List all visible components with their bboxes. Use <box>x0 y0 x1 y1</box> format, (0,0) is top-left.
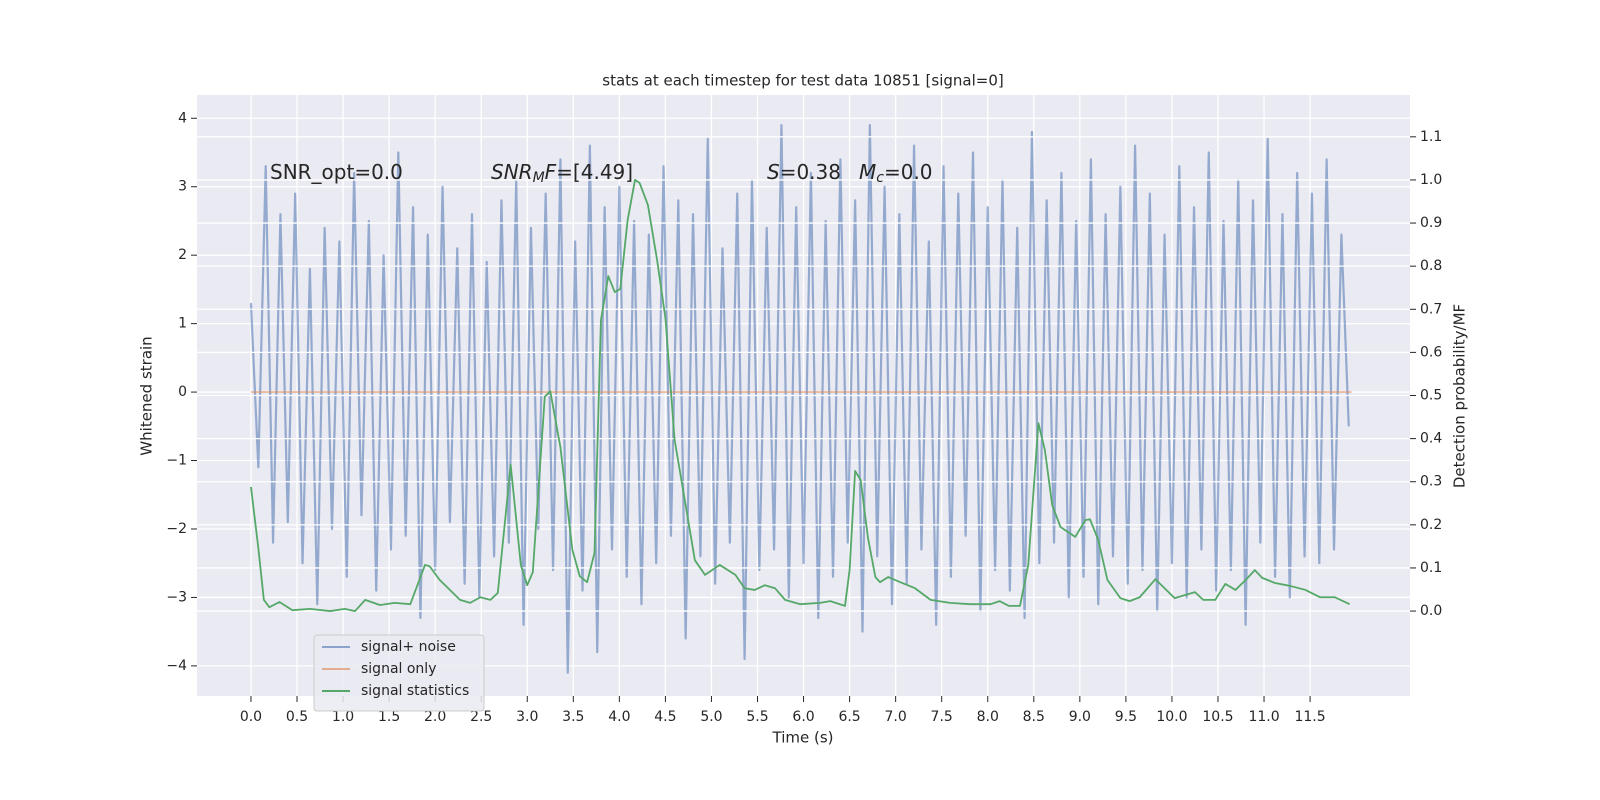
x-tick-label: 11.5 <box>1294 709 1325 725</box>
y-tick-label: 3 <box>178 179 187 195</box>
x-tick-label: 11.0 <box>1248 709 1279 725</box>
x-tick-label: 2.0 <box>424 709 446 725</box>
x-tick-label: 4.0 <box>608 709 630 725</box>
x-tick-label: 4.5 <box>654 709 676 725</box>
x-tick-label: 10.5 <box>1202 709 1233 725</box>
x-tick-label: 0.0 <box>240 709 262 725</box>
x-tick-label: 0.5 <box>286 709 308 725</box>
annotation-part: =0.38 <box>780 160 841 184</box>
legend-label: signal statistics <box>361 683 469 699</box>
y2-tick-label: 0.8 <box>1420 258 1442 274</box>
y-tick-label: −4 <box>166 658 187 674</box>
x-tick-label: 6.0 <box>792 709 814 725</box>
y2-tick-label: 0.7 <box>1420 301 1442 317</box>
x-tick-label: 5.5 <box>746 709 768 725</box>
x-axis-label: Time (s) <box>772 729 834 747</box>
y-tick-label: −2 <box>166 521 187 537</box>
y-tick-label: 2 <box>178 247 187 263</box>
x-tick-label: 10.0 <box>1156 709 1187 725</box>
annotation-part: F <box>545 160 557 184</box>
y2-tick-label: 0.3 <box>1420 474 1442 490</box>
x-tick-label: 3.5 <box>562 709 584 725</box>
y2-tick-label: 0.6 <box>1420 344 1442 360</box>
y2-tick-label: 0.4 <box>1420 431 1442 447</box>
x-tick-label: 9.5 <box>1115 709 1137 725</box>
annotation-part: =[4.49] <box>556 160 633 184</box>
series-line <box>250 179 1351 612</box>
y-tick-label: 0 <box>178 384 187 400</box>
legend-label: signal only <box>361 661 436 677</box>
x-tick-label: 1.5 <box>378 709 400 725</box>
y-tick-label: 1 <box>178 316 187 332</box>
y-tick-label: 4 <box>178 110 187 126</box>
x-tick-label: 7.0 <box>885 709 907 725</box>
annotation: SNR_opt=0.0 <box>270 160 403 184</box>
y2-tick-label: 1.0 <box>1420 172 1442 188</box>
series-line <box>249 124 1350 674</box>
x-tick-label: 1.0 <box>332 709 354 725</box>
y-axis-label: Whitened strain <box>138 336 156 455</box>
legend-label: signal+ noise <box>361 639 456 655</box>
x-tick-label: 8.5 <box>1023 709 1045 725</box>
y-tick-label: −3 <box>166 589 187 605</box>
x-tick-label: 2.5 <box>470 709 492 725</box>
x-tick-label: 9.0 <box>1069 709 1091 725</box>
x-tick-label: 6.5 <box>838 709 860 725</box>
y-tick-label: −1 <box>166 453 187 469</box>
x-tick-label: 3.0 <box>516 709 538 725</box>
annotation-part: =0.0 <box>884 160 933 184</box>
chart-title: stats at each timestep for test data 108… <box>602 72 1003 90</box>
x-tick-label: 8.0 <box>977 709 999 725</box>
annotation: S=0.38 <box>767 160 841 184</box>
annotation: Mc=0.0 <box>859 160 933 187</box>
annotation-part: SNR <box>491 160 533 184</box>
annotation-part: M <box>859 160 876 184</box>
y2-axis-label: Detection probability/MF <box>1451 304 1469 488</box>
annotation-part: c <box>876 170 884 186</box>
y2-tick-label: 1.1 <box>1420 129 1442 145</box>
annotation-part: S <box>767 160 780 184</box>
y2-tick-label: 0.0 <box>1420 603 1442 619</box>
x-tick-label: 7.5 <box>931 709 953 725</box>
annotation-part: M <box>533 170 545 186</box>
y2-tick-label: 0.9 <box>1420 215 1442 231</box>
legend-box <box>313 634 485 712</box>
y2-tick-label: 0.2 <box>1420 517 1442 533</box>
x-tick-label: 5.0 <box>700 709 722 725</box>
annotation-part: SNR_opt=0.0 <box>270 160 403 184</box>
y2-tick-label: 0.5 <box>1420 388 1442 404</box>
annotation: SNRMF=[4.49] <box>491 160 633 187</box>
y2-tick-label: 0.1 <box>1420 560 1442 576</box>
